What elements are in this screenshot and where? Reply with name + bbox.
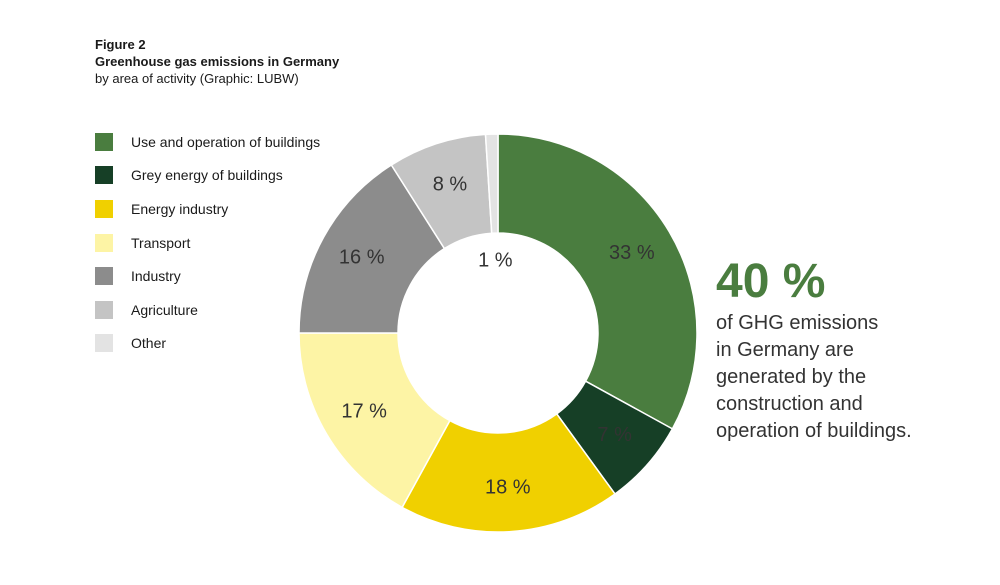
slice-energy-industry [401,412,617,533]
legend-swatch [95,233,113,252]
legend-swatch [95,199,113,218]
chart-header: Figure 2 Greenhouse gas emissions in Ger… [95,36,339,87]
legend-swatch [95,166,113,185]
slice-other [484,133,499,234]
legend-item-grey-energy: Grey energy of buildings [95,159,320,193]
legend-item-use-operation: Use and operation of buildings [95,125,320,159]
legend-label: Use and operation of buildings [131,133,321,150]
legend-swatch [95,267,113,286]
legend-label: Grey energy of buildings [131,167,283,184]
legend-swatch [95,300,113,319]
callout-line: generated by the [716,366,867,388]
legend-item-transport: Transport [95,226,320,260]
legend-item-agriculture: Agriculture [95,293,320,327]
legend-item-other: Other [95,327,320,361]
legend-swatch [95,334,113,353]
chart-subtitle: by area of activity (Graphic: LUBW) [95,71,299,86]
legend-label: Industry [131,268,181,285]
figure-label: Figure 2 [95,37,146,52]
callout-line: construction and [716,393,863,415]
chart-title: Greenhouse gas emissions in Germany [95,54,340,69]
slice-label: 18 % [485,476,531,498]
slice-transport [298,332,451,509]
slice-label: 33 % [609,242,655,264]
slice-label: 1 % [478,249,513,271]
legend-label: Transport [131,234,191,251]
callout-line: of GHG emissions [716,312,879,334]
slice-industry [298,163,446,334]
legend-swatch [95,132,113,151]
legend-label: Energy industry [131,200,229,217]
slice-use-operation [497,133,698,430]
slice-label: 17 % [341,400,387,422]
slice-label: 7 % [597,424,632,446]
callout-text: of GHG emissions in Germany are generate… [716,310,912,445]
chart-legend: Use and operation of buildings Grey ener… [95,125,320,360]
slice-label: 16 % [339,246,385,268]
callout-line: operation of buildings. [716,420,912,442]
legend-label: Other [131,335,167,352]
callout: 40 % of GHG emissions in Germany are gen… [716,256,912,445]
slice-label: 8 % [433,173,468,195]
callout-value: 40 % [716,255,826,308]
legend-item-energy-industry: Energy industry [95,192,320,226]
legend-label: Agriculture [131,301,198,318]
callout-line: in Germany are [716,339,854,361]
legend-item-industry: Industry [95,259,320,293]
